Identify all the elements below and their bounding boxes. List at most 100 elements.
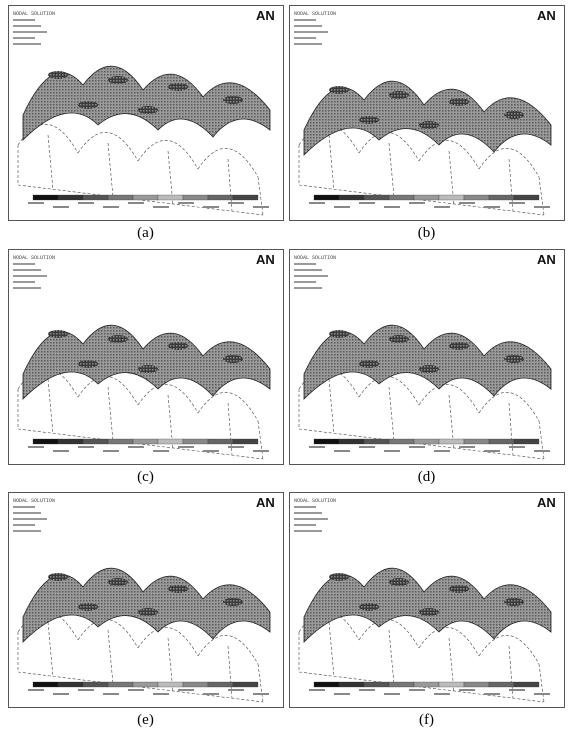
legend-swatch bbox=[207, 194, 234, 201]
legend-label bbox=[53, 693, 69, 695]
legend-label bbox=[509, 446, 525, 448]
stress-spot bbox=[359, 116, 379, 124]
shell bbox=[303, 80, 552, 156]
header-line bbox=[294, 518, 328, 520]
wireframe bbox=[17, 124, 264, 216]
header-line bbox=[294, 524, 316, 526]
stress-spot bbox=[389, 91, 409, 99]
legend-swatch bbox=[463, 438, 490, 445]
stress-spot bbox=[48, 330, 68, 338]
panel-title: NODAL SOLUTION bbox=[13, 255, 55, 261]
logo: AN bbox=[256, 252, 275, 267]
legend-swatch bbox=[232, 438, 259, 445]
stress-spot bbox=[168, 342, 188, 350]
shell bbox=[303, 567, 552, 643]
header-line bbox=[294, 506, 316, 508]
header-line bbox=[294, 275, 328, 277]
stress-spot bbox=[504, 355, 524, 363]
stress-spot bbox=[223, 355, 243, 363]
legend-swatch bbox=[107, 438, 134, 445]
stress-spot bbox=[168, 83, 188, 91]
stress-spot bbox=[138, 608, 158, 616]
legend-swatch bbox=[488, 681, 515, 688]
header-line bbox=[294, 281, 316, 283]
legend-swatch bbox=[338, 438, 365, 445]
legend-swatch bbox=[132, 681, 159, 688]
header-line bbox=[13, 31, 47, 33]
stress-spot bbox=[504, 598, 524, 606]
legend-swatch bbox=[338, 194, 365, 201]
stress-spot bbox=[359, 603, 379, 611]
legend-label bbox=[534, 693, 550, 695]
legend-swatch bbox=[82, 194, 109, 201]
legend-swatch bbox=[488, 438, 515, 445]
legend-label bbox=[359, 446, 375, 448]
header-line bbox=[13, 512, 41, 514]
legend-label bbox=[459, 446, 475, 448]
legend-label bbox=[153, 206, 169, 208]
legend-label bbox=[434, 693, 450, 695]
legend-label bbox=[78, 689, 94, 691]
header-line bbox=[13, 506, 35, 508]
legend-swatch bbox=[107, 194, 134, 201]
panel-caption: (b) bbox=[418, 225, 436, 241]
legend-label bbox=[128, 689, 144, 691]
header-line bbox=[294, 287, 322, 289]
legend-swatch bbox=[157, 194, 184, 201]
panel-title: NODAL SOLUTION bbox=[13, 11, 55, 17]
wireframe bbox=[17, 368, 264, 460]
stress-spot bbox=[389, 578, 409, 586]
legend-label bbox=[128, 202, 144, 204]
legend-swatch bbox=[313, 681, 340, 688]
stress-spot bbox=[419, 365, 439, 373]
legend-label bbox=[334, 206, 350, 208]
header-line bbox=[13, 524, 35, 526]
legend-label bbox=[78, 202, 94, 204]
stress-spot bbox=[329, 86, 349, 94]
legend-swatch bbox=[32, 194, 59, 201]
header-line bbox=[13, 263, 35, 265]
stress-spot bbox=[504, 111, 524, 119]
legend-label bbox=[359, 689, 375, 691]
legend-swatch bbox=[463, 681, 490, 688]
legend-label bbox=[178, 689, 194, 691]
header-line bbox=[13, 37, 35, 39]
panel: NODAL SOLUTION AN bbox=[289, 492, 565, 708]
legend-swatch bbox=[438, 194, 465, 201]
legend-swatch bbox=[32, 681, 59, 688]
legend-swatch bbox=[207, 681, 234, 688]
legend-label bbox=[484, 693, 500, 695]
legend-label bbox=[253, 206, 269, 208]
legend-swatch bbox=[463, 194, 490, 201]
stress-spot bbox=[48, 71, 68, 79]
legend-swatch bbox=[57, 681, 84, 688]
legend-label bbox=[228, 446, 244, 448]
header-line bbox=[13, 530, 41, 532]
stress-spot bbox=[223, 96, 243, 104]
legend-label bbox=[153, 450, 169, 452]
stress-spot bbox=[419, 608, 439, 616]
legend-label bbox=[253, 693, 269, 695]
legend-label bbox=[534, 206, 550, 208]
stress-spot bbox=[78, 360, 98, 368]
legend-label bbox=[384, 693, 400, 695]
legend-swatch bbox=[132, 194, 159, 201]
legend-swatch bbox=[338, 681, 365, 688]
stress-spot bbox=[359, 360, 379, 368]
legend-swatch bbox=[57, 438, 84, 445]
legend-swatch bbox=[57, 194, 84, 201]
legend-label bbox=[253, 450, 269, 452]
panel-caption: (f) bbox=[419, 712, 434, 728]
legend-label bbox=[309, 202, 325, 204]
stress-spot bbox=[108, 578, 128, 586]
stress-spot bbox=[138, 365, 158, 373]
legend-label bbox=[203, 693, 219, 695]
legend-swatch bbox=[82, 438, 109, 445]
stress-spot bbox=[419, 121, 439, 129]
legend-label bbox=[484, 450, 500, 452]
logo: AN bbox=[537, 8, 556, 23]
legend-swatch bbox=[488, 194, 515, 201]
legend-label bbox=[459, 202, 475, 204]
legend-swatch bbox=[388, 194, 415, 201]
header-line bbox=[294, 19, 316, 21]
